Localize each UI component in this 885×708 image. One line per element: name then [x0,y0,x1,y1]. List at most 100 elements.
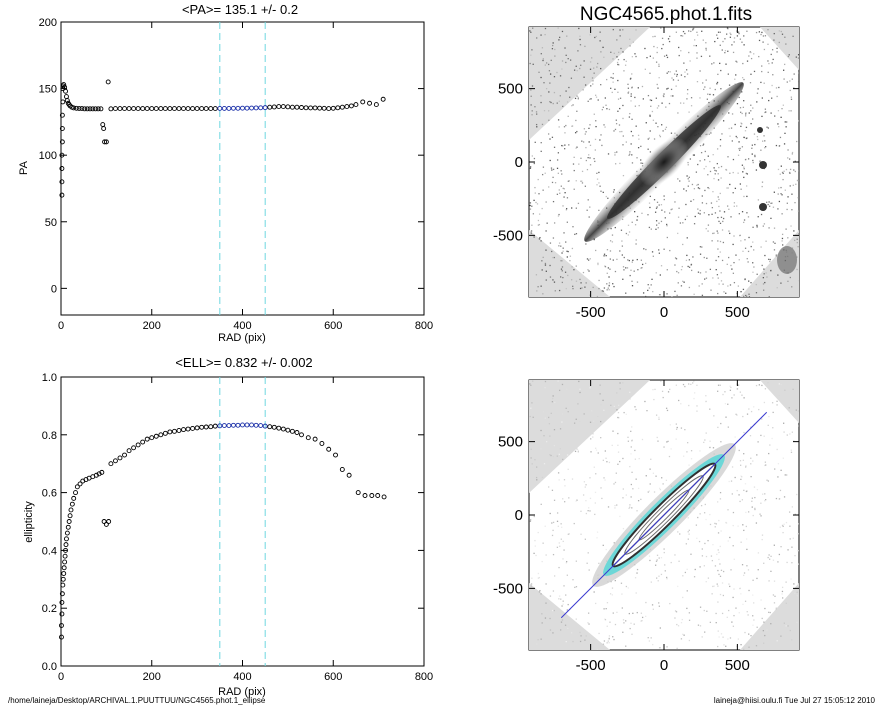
x-tick-label: 200 [143,320,161,332]
ellipticity-plot-frame [60,376,425,667]
data-point [355,490,361,496]
pa-x-axis-label: RAD (pix) [218,332,266,344]
y-tick-label: 0 [51,283,57,295]
x-tick-label: 800 [415,671,433,683]
data-point [82,106,88,112]
data-point [271,424,277,430]
data-point [276,104,282,110]
y-tick-label: 0 [515,154,523,171]
contour-image-y-axis: 500 0 -500 [493,434,799,597]
data-point [62,559,68,565]
data-point [244,105,250,111]
y-tick-label: 200 [39,17,57,29]
data-point [226,105,232,111]
data-point [208,424,214,430]
data-point [185,106,191,112]
galaxy-image [529,27,799,297]
y-tick-label: 0.2 [42,603,57,615]
data-point [67,513,73,519]
data-point [87,106,93,112]
ellipticity-data-points [59,422,387,640]
y-tick-label: 0.6 [42,488,57,500]
data-point [262,105,268,111]
data-point [212,423,218,429]
data-point [90,106,96,112]
data-point [108,461,114,467]
x-tick-label: 0 [58,320,64,332]
x-tick-label: 0 [660,304,668,321]
data-point [61,82,67,88]
ellipticity-y-axis: 0.0 0.2 0.4 0.6 0.8 1.0 [42,372,424,673]
data-point [63,547,68,553]
data-point [98,106,104,112]
pa-data-points [59,79,386,198]
data-point [135,442,141,448]
data-point [59,166,65,171]
data-point [144,436,150,442]
data-point [276,425,282,431]
data-point [217,423,223,429]
data-point [117,455,123,461]
ellipticity-x-axis-label: RAD (pix) [218,686,266,698]
data-point [249,422,255,428]
data-point [375,493,381,498]
data-point [285,427,291,433]
data-point [346,472,352,478]
x-tick-label: 400 [233,320,251,332]
data-point [203,106,209,112]
data-point [102,139,108,145]
data-point [267,104,273,110]
contour-image-panel: -500 0 500 500 0 -500 [493,379,800,674]
data-point [181,106,186,112]
pa-y-axis: 0 50 100 150 200 [39,17,424,295]
data-point [76,106,82,112]
data-point [59,623,64,628]
ellipticity-reference-lines [219,377,266,666]
galaxy-image-panel: NGC4565.phot.1.fits [493,4,800,321]
data-point [267,424,273,430]
data-point [66,519,72,524]
x-tick-label: -500 [576,304,606,321]
data-point [126,106,132,112]
data-point [339,104,345,110]
data-point [117,106,123,112]
data-point [253,422,259,428]
data-point [131,445,137,451]
data-point [61,565,67,571]
data-point [84,106,90,112]
galaxy-image-y-axis: 500 0 -500 [493,81,799,244]
data-point [99,469,105,475]
data-point [258,105,264,111]
x-tick-label: 0 [58,671,64,683]
data-point [190,425,196,431]
pa-y-axis-label: PA [18,160,30,175]
data-point [333,452,338,458]
data-point [60,99,66,105]
data-point [101,126,107,131]
y-tick-label: 100 [39,150,57,162]
data-point [73,105,79,111]
data-point [158,106,164,112]
data-point [373,102,379,108]
data-point [167,106,173,112]
x-tick-label: 600 [324,320,342,332]
data-point [171,428,177,434]
x-tick-label: 500 [725,657,750,674]
data-point [339,467,345,472]
data-point [59,192,65,198]
y-tick-label: 0.4 [42,545,57,557]
data-point [122,106,127,112]
ellipticity-chart: <ELL>= 0.832 +/- 0.002 0 200 400 600 800 0.0… [23,355,433,698]
major-axis-line [560,411,768,619]
data-point [59,591,65,597]
pa-x-axis: 0 200 400 600 800 [58,22,433,332]
data-point [217,105,223,111]
data-point [144,106,150,112]
data-point [367,100,372,106]
data-point [63,542,69,548]
data-point [194,425,200,431]
data-point [289,428,295,434]
data-point [64,98,70,104]
data-point [319,441,325,446]
data-point [194,106,200,112]
